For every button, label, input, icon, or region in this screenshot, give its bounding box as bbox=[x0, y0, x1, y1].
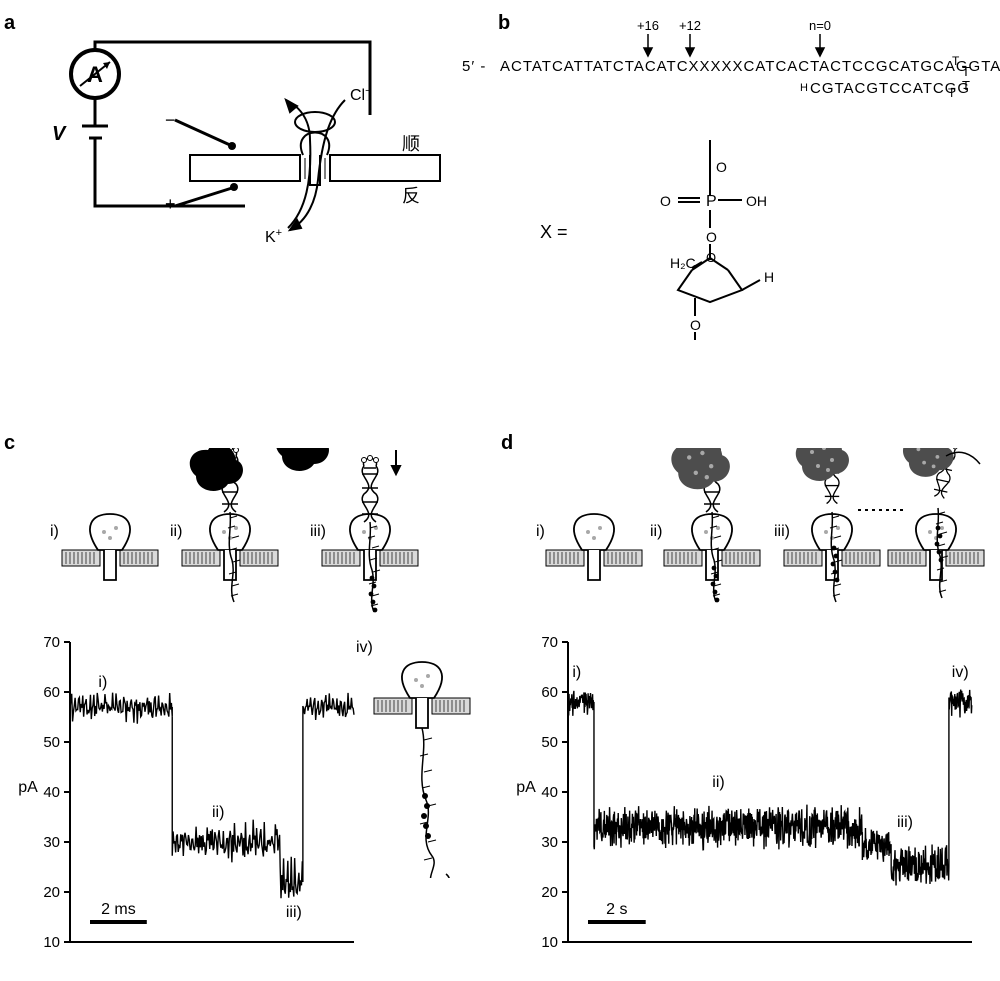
arrow-lbl-16: +16 bbox=[637, 18, 659, 33]
cartoon-row-d: i) ii) iii) bbox=[516, 448, 986, 628]
svg-text:O: O bbox=[690, 317, 701, 333]
svg-text:i): i) bbox=[572, 664, 581, 681]
plus-sign: + bbox=[165, 194, 176, 214]
chart-c: 10 20 30 40 50 60 70 pA 2 ms i) ii) iii) bbox=[14, 632, 474, 972]
abasic-structure: O P O OH O H₂C O bbox=[600, 140, 840, 340]
arrow-lbl-12: +12 bbox=[679, 18, 701, 33]
x-equals: X = bbox=[540, 222, 568, 243]
svg-text:50: 50 bbox=[43, 734, 60, 751]
svg-text:60: 60 bbox=[43, 684, 60, 701]
d-i-label: i) bbox=[536, 523, 545, 540]
svg-text:20: 20 bbox=[541, 884, 558, 901]
svg-text:10: 10 bbox=[541, 934, 558, 951]
d-ii-label: ii) bbox=[650, 523, 662, 540]
c-ii-label: ii) bbox=[170, 523, 182, 540]
seq-T2: T bbox=[962, 64, 971, 79]
arrow-lbl-n0: n=0 bbox=[809, 18, 831, 33]
svg-text:70: 70 bbox=[43, 634, 60, 651]
trans-label: 反 bbox=[402, 186, 420, 206]
svg-text:iv): iv) bbox=[952, 664, 969, 681]
svg-text:iii): iii) bbox=[286, 904, 302, 921]
seq-top: ACTATCATTATCTACATCXXXXXCATCACTACTCCGCATG… bbox=[500, 58, 1000, 75]
c-i-label: i) bbox=[50, 523, 59, 540]
panel-a-svg: A V − + Cl− K+ 顺 反 bbox=[10, 30, 480, 290]
svg-text:40: 40 bbox=[541, 784, 558, 801]
svg-text:30: 30 bbox=[541, 834, 558, 851]
chart-d: 10 20 30 40 50 60 70 pA 2 s i) ii) iii) iv) bbox=[512, 632, 982, 972]
seq-H: H bbox=[800, 82, 809, 94]
svg-text:OH: OH bbox=[746, 193, 767, 209]
d-iii-label: iii) bbox=[774, 523, 790, 540]
k-label: K+ bbox=[265, 227, 282, 246]
svg-text:ii): ii) bbox=[212, 804, 224, 821]
seq-bT: T bbox=[948, 86, 956, 100]
svg-text:70: 70 bbox=[541, 634, 558, 651]
svg-text:2 s: 2 s bbox=[606, 901, 627, 918]
svg-text:20: 20 bbox=[43, 884, 60, 901]
svg-text:60: 60 bbox=[541, 684, 558, 701]
minus-sign: − bbox=[165, 110, 176, 130]
voltage-label: V bbox=[52, 123, 67, 145]
svg-text:O: O bbox=[660, 193, 671, 209]
seq-bottom: CGTACGTCCATCGG bbox=[810, 80, 970, 97]
svg-text:2 ms: 2 ms bbox=[101, 901, 136, 918]
c-iii-label: iii) bbox=[310, 523, 326, 540]
svg-text:H: H bbox=[764, 269, 774, 285]
svg-text:P: P bbox=[706, 193, 717, 210]
svg-text:O: O bbox=[706, 229, 717, 245]
svg-text:i): i) bbox=[98, 674, 107, 691]
svg-text:H₂C: H₂C bbox=[670, 255, 696, 271]
panel-b-wrap: +16 +12 n=0 5′ - ACTATCATTATCTACATCXXXXX… bbox=[500, 18, 1000, 340]
svg-text:30: 30 bbox=[43, 834, 60, 851]
svg-text:pA: pA bbox=[18, 779, 38, 796]
panel-b-arrows: +16 +12 n=0 bbox=[500, 18, 1000, 58]
svg-text:10: 10 bbox=[43, 934, 60, 951]
five-prime: 5′ - bbox=[462, 58, 486, 75]
svg-text:50: 50 bbox=[541, 734, 558, 751]
svg-text:iii): iii) bbox=[897, 814, 913, 831]
svg-text:40: 40 bbox=[43, 784, 60, 801]
svg-text:ii): ii) bbox=[712, 774, 724, 791]
cartoon-row-c: i) ii) iii) bbox=[20, 448, 490, 628]
panel-c-label: c bbox=[4, 432, 15, 455]
svg-text:O: O bbox=[716, 159, 727, 175]
panel-d-label: d bbox=[501, 432, 513, 455]
svg-text:O: O bbox=[706, 250, 716, 265]
svg-text:pA: pA bbox=[516, 779, 536, 796]
seq-T1: T bbox=[952, 54, 960, 68]
cis-label: 顺 bbox=[402, 134, 420, 154]
cl-label: Cl− bbox=[350, 85, 372, 104]
